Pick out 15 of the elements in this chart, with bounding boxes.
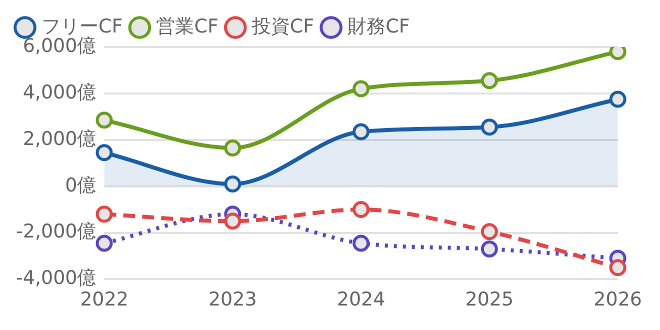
y-tick-label: 4,000億 xyxy=(22,81,96,104)
y-tick-label: 0億 xyxy=(65,174,96,196)
x-tick-label: 2025 xyxy=(465,288,514,311)
legend-label: フリーCF xyxy=(42,15,123,38)
y-tick-label: -2,000億 xyxy=(16,220,96,243)
legend-label: 投資CF xyxy=(250,15,314,38)
y-tick-label: 6,000億 xyxy=(22,34,96,57)
y-tick-label: 2,000億 xyxy=(22,128,96,150)
legend-label: 財務CF xyxy=(348,15,410,38)
x-tick-label: 2026 xyxy=(594,288,642,311)
legend-label: 営業CF xyxy=(156,15,218,38)
x-tick-label: 2022 xyxy=(80,288,128,311)
x-tick-label: 2024 xyxy=(336,288,386,311)
y-tick-label: -4,000億 xyxy=(16,267,96,290)
x-tick-label: 2023 xyxy=(208,288,257,311)
